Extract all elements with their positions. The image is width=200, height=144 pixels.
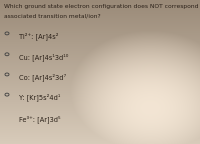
Text: Cu: [Ar]4s¹3d¹⁰: Cu: [Ar]4s¹3d¹⁰ bbox=[19, 53, 68, 61]
Text: Co: [Ar]4s²3d⁷: Co: [Ar]4s²3d⁷ bbox=[19, 73, 66, 81]
Text: Fe³⁺: [Ar]3d⁵: Fe³⁺: [Ar]3d⁵ bbox=[19, 115, 61, 123]
Text: Y: [Kr]5s²4d¹: Y: [Kr]5s²4d¹ bbox=[19, 93, 60, 101]
Text: Ti²⁺: [Ar]4s²: Ti²⁺: [Ar]4s² bbox=[19, 32, 58, 40]
Text: associated transition metal/ion?: associated transition metal/ion? bbox=[4, 14, 101, 19]
Text: Which ground state electron configuration does NOT correspond with the: Which ground state electron configuratio… bbox=[4, 4, 200, 9]
